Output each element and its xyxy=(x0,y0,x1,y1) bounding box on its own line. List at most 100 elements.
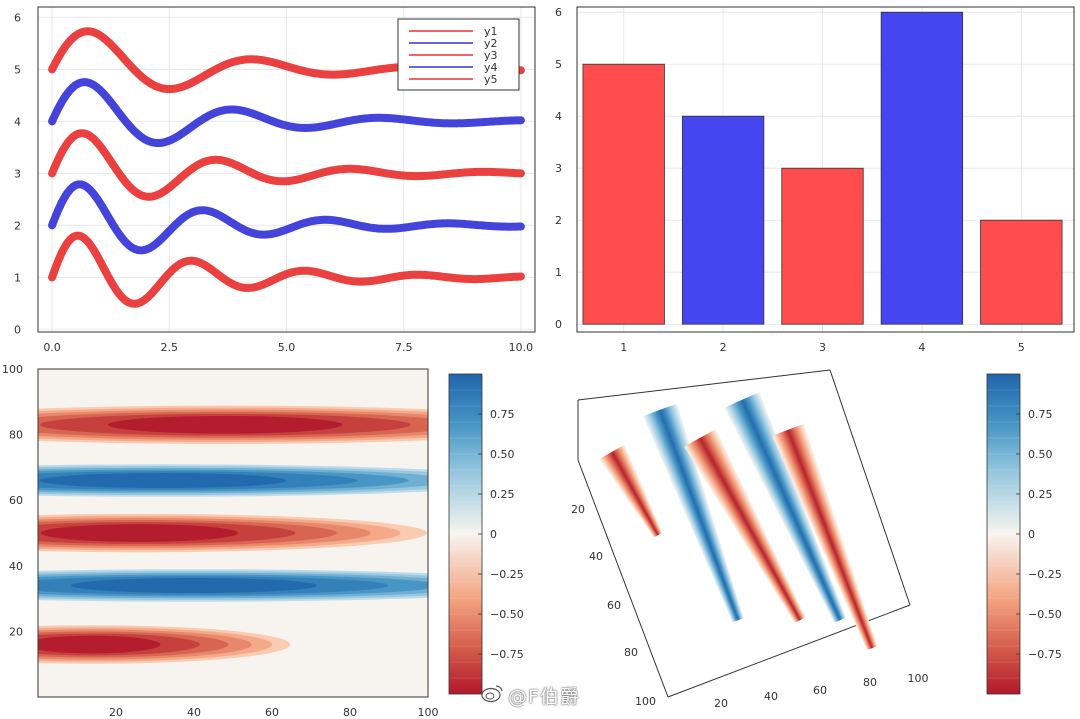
line-chart-x-tick-label: 0.0 xyxy=(43,341,61,354)
contour-y-tick-label: 60 xyxy=(9,494,23,507)
contour-band-red xyxy=(38,635,161,654)
surface-y-tick-label: 60 xyxy=(607,599,621,612)
contour-band-red xyxy=(108,415,343,434)
legend-label-y5: y5 xyxy=(484,73,498,86)
surface-y-tick-label: 20 xyxy=(571,503,585,516)
contour-y-tick-label: 20 xyxy=(9,625,23,638)
bar-chart-y-tick-label: 4 xyxy=(555,110,562,123)
contour-y-tick-label: 40 xyxy=(9,560,23,573)
bar-chart-y-tick-label: 5 xyxy=(555,58,562,71)
line-chart-frame xyxy=(37,6,536,333)
line-chart-x-tick-label: 5.0 xyxy=(278,341,296,354)
bar-1 xyxy=(582,63,665,325)
bar-chart-x-tick-label: 3 xyxy=(819,341,826,354)
colorbar-tick-label: 0.75 xyxy=(490,408,515,421)
surface-y-tick-label: 80 xyxy=(624,646,638,659)
bar-chart-x-ticks: 1 2 3 4 5 xyxy=(620,341,1025,354)
bar-chart-y-tick-label: 1 xyxy=(555,266,562,279)
line-chart-x-tick-label: 2.5 xyxy=(161,341,179,354)
surface-y-tick-label: 40 xyxy=(589,550,603,563)
surface-x-tick-label: 100 xyxy=(908,672,929,685)
surface-ridge-red xyxy=(786,429,873,649)
legend-label-y2: y2 xyxy=(484,37,498,50)
contour-band-blue xyxy=(70,577,318,593)
bar-4 xyxy=(880,11,964,325)
colorbar-tick-label: 0 xyxy=(490,528,497,541)
bar-chart: 1 2 3 4 5 0 1 2 3 4 5 6 xyxy=(555,6,1075,354)
contour-x-tick-label: 40 xyxy=(187,706,201,719)
surface-ridge-red xyxy=(698,437,801,621)
contour-x-tick-label: 100 xyxy=(418,706,439,719)
bar-chart-y-tick-label: 6 xyxy=(555,6,562,19)
colorbar-tick-label: −0.50 xyxy=(1028,608,1062,621)
surface-ridge-blue xyxy=(658,409,739,621)
surface-axis-right xyxy=(829,369,911,606)
line-chart-y-tick-label: 1 xyxy=(14,271,21,284)
contour-y-tick-label: 80 xyxy=(9,429,23,442)
surface-axis-front xyxy=(667,604,911,698)
line-chart-y-tick-label: 3 xyxy=(14,167,21,180)
contour-y-ticks: 20 40 60 80 100 xyxy=(2,363,23,638)
surface-x-tick-label: 40 xyxy=(764,690,778,703)
surface-x-ticks: 20 40 60 80 100 xyxy=(714,672,929,710)
line-chart-series xyxy=(48,27,525,308)
line-chart-y-tick-label: 6 xyxy=(14,11,21,24)
legend-label-y3: y3 xyxy=(484,49,498,62)
bar-3 xyxy=(781,167,864,325)
line-chart-y-tick-label: 2 xyxy=(14,219,21,232)
surface-x-tick-label: 20 xyxy=(714,697,728,710)
surface-axis-left xyxy=(577,459,669,698)
colorbar-tick-label: 0.25 xyxy=(490,488,515,501)
line-series-y1 xyxy=(48,231,525,308)
contour-band-red xyxy=(40,524,239,542)
line-series-y4 xyxy=(48,78,525,147)
bar-2 xyxy=(681,115,765,325)
bar-chart-y-tick-label: 0 xyxy=(555,318,562,331)
line-chart-y-tick-label: 0 xyxy=(14,323,21,336)
weibo-logo-icon xyxy=(481,685,503,703)
bar-chart-y-tick-label: 3 xyxy=(555,162,562,175)
colorbar-gradient xyxy=(987,374,1020,694)
bar-chart-frame xyxy=(576,6,1075,333)
contour-frame xyxy=(37,368,429,698)
line-chart-x-tick-label: 7.5 xyxy=(395,341,413,354)
watermark-text: @F伯爵 xyxy=(508,686,580,708)
contour-x-tick-label: 80 xyxy=(343,706,357,719)
line-series-y3 xyxy=(48,129,525,201)
contour-bands xyxy=(38,369,428,697)
colorbar-tick-label: 0.50 xyxy=(1028,448,1053,461)
bar-chart-x-tick-label: 5 xyxy=(1018,341,1025,354)
colorbar-tick-label: 0 xyxy=(1028,528,1035,541)
contour-y-tick-label: 100 xyxy=(2,363,23,376)
contour-colorbar: 0.75 0.50 0.25 0 −0.25 −0.50 −0.75 xyxy=(448,373,524,695)
surface-y-ticks: 20 40 60 80 100 xyxy=(571,503,656,708)
line-chart-y-ticks: 0 1 2 3 4 5 6 xyxy=(14,11,21,336)
surface-ridges xyxy=(599,392,878,650)
bar-5 xyxy=(980,219,1063,325)
line-chart-x-ticks: 0.0 2.5 5.0 7.5 10.0 xyxy=(43,341,533,354)
contour-x-tick-label: 60 xyxy=(265,706,279,719)
colorbar-tick-label: −0.75 xyxy=(1028,648,1062,661)
line-chart-x-tick-label: 10.0 xyxy=(509,341,534,354)
line-chart-y-tick-label: 4 xyxy=(14,115,21,128)
colorbar-gradient xyxy=(449,374,482,694)
legend-label-y4: y4 xyxy=(484,61,498,74)
surface-y-tick-label: 100 xyxy=(635,695,656,708)
surface-chart: 20 40 60 80 100 20 40 60 80 100 0.75 0.50 0.25 0 −0.… xyxy=(571,369,1062,710)
contour-x-ticks: 20 40 60 80 100 xyxy=(109,706,439,719)
colorbar-tick-label: −0.75 xyxy=(490,648,524,661)
line-series-y2 xyxy=(48,180,525,255)
contour-x-tick-label: 20 xyxy=(109,706,123,719)
colorbar-tick-label: 0.75 xyxy=(1028,408,1053,421)
legend-label-y1: y1 xyxy=(484,25,498,38)
colorbar-tick-label: 0.25 xyxy=(1028,488,1053,501)
bar-chart-x-tick-label: 2 xyxy=(720,341,727,354)
colorbar-tick-label: −0.25 xyxy=(1028,568,1062,581)
bar-chart-x-tick-label: 1 xyxy=(620,341,627,354)
contour-chart: 20 40 60 80 100 20 40 60 80 100 0.75 0.50 0.25 0 −0.… xyxy=(2,363,524,719)
bar-chart-bars xyxy=(582,11,1063,325)
